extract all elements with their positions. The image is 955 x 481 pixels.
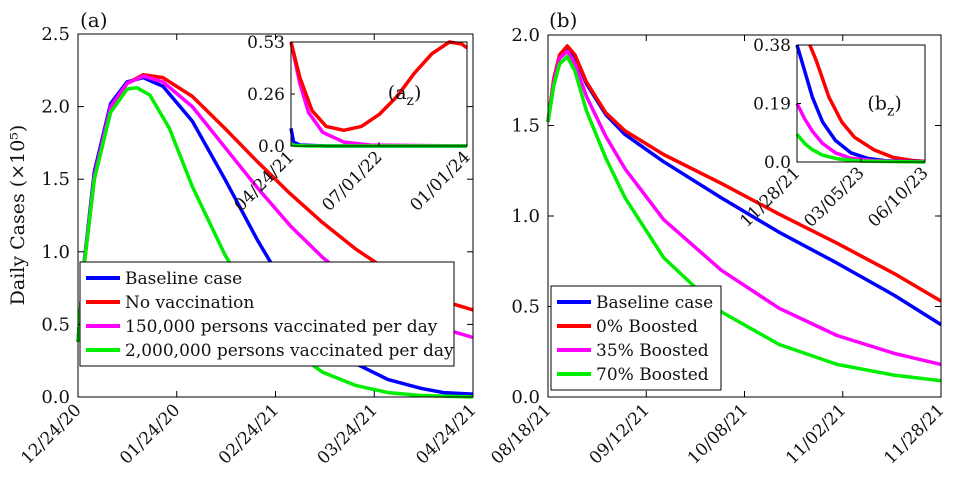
- panel-b-y-tick-label-2: 1.0: [511, 206, 540, 227]
- panel-b-inset-y-tick-label-1: 0.19: [753, 95, 791, 115]
- panel-a-legend-label-3: 2,000,000 persons vaccinated per day: [125, 341, 454, 361]
- panel-b-inset-label-close: ): [894, 92, 901, 114]
- panel-b-series-line-3: [546, 54, 942, 383]
- panel-b-inset-x-tick-label-2: 06/10/23: [864, 163, 932, 231]
- panel-a-inset-label: (az): [388, 82, 422, 109]
- panel-a-inset-y-tick-label-1: 0.26: [247, 85, 285, 105]
- panel-b-legend-label-2: 35% Boosted: [596, 341, 709, 361]
- panel-a-inset-x-tick-label-1: 07/01/22: [318, 147, 386, 215]
- panel-a-inset: 0.0 0.26 0.53 04/24/21 07/01/22 01/01/24 (az): [230, 33, 474, 216]
- panel-a-x-tick-label-0: 12/24/20: [17, 400, 85, 468]
- panel-b-legend-label-0: Baseline case: [596, 293, 713, 313]
- panel-a: (a) Daily Cases (×10⁵) 0.0 0.5 1.0 1.5 2.0 2.…: [7, 8, 481, 469]
- panel-a-x-tick-label-2: 02/24/21: [215, 400, 283, 468]
- panel-a-inset-label-subscript: z: [407, 93, 414, 109]
- panel-b-x-tick-label-4: 11/28/21: [880, 400, 948, 468]
- panel-a-legend-box: [79, 261, 455, 367]
- panel-a-y-tick-label-0: 0.0: [41, 387, 70, 408]
- panel-b-inset-y-tick-label-2: 0.38: [753, 36, 791, 56]
- panel-b-y-tick-label-3: 1.5: [511, 116, 540, 137]
- panel-a-inset-y-tick-label-2: 0.53: [247, 33, 285, 53]
- panel-a-inset-x-tick-label-0: 04/24/21: [230, 147, 298, 215]
- panel-a-y-axis-label: Daily Cases (×10⁵): [7, 125, 29, 306]
- panel-a-label: (a): [80, 8, 108, 32]
- panel-b-series-line-2: [546, 49, 942, 367]
- panel-b-inset-x-tick-label-1: 03/05/23: [800, 163, 868, 231]
- panel-b: (b) 0.0 0.5 1.0 1.5 2.0 08/18/21 09/12/21 10/08…: [487, 8, 948, 469]
- panel-b-inset-label-subscript: z: [887, 103, 894, 119]
- panel-a-inset-y-tick-label-0: 0.0: [258, 137, 285, 157]
- panel-b-inset-label-main: (b: [867, 92, 887, 114]
- panel-b-x-tick-label-2: 10/08/21: [684, 400, 752, 468]
- panel-a-legend: Baseline case No vaccination 150,000 perso…: [79, 261, 455, 367]
- panel-b-legend-label-3: 70% Boosted: [596, 365, 709, 385]
- panel-b-x-tick-label-3: 11/02/21: [782, 400, 850, 468]
- panel-a-x-tick-label-3: 03/24/21: [314, 400, 382, 468]
- panel-b-x-tick-label-1: 09/12/21: [586, 400, 654, 468]
- panel-b-inset-y-tick-label-0: 0.0: [764, 153, 791, 173]
- panel-a-inset-label-main: (a: [388, 82, 407, 104]
- panel-a-y-tick-label-3: 1.5: [41, 169, 70, 190]
- panel-a-legend-label-2: 150,000 persons vaccinated per day: [125, 317, 438, 337]
- panel-b-y-tick-label-1: 0.5: [511, 297, 540, 318]
- panel-a-x-tick-label-4: 04/24/21: [412, 400, 480, 468]
- panel-b-label: (b): [549, 8, 577, 32]
- panel-a-series-line-3: [76, 85, 474, 399]
- panel-a-inset-x-tick-label-2: 01/01/24: [406, 147, 474, 215]
- panel-a-inset-background: [291, 42, 467, 146]
- panel-b-legend: Baseline case 0% Boosted 35% Boosted 70% Bo…: [550, 285, 722, 391]
- panel-b-series-line-1: [546, 44, 942, 303]
- panel-a-y-tick-label-5: 2.5: [41, 24, 70, 45]
- panel-b-inset-series-line-0: [808, 44, 926, 164]
- panel-b-legend-label-1: 0% Boosted: [596, 317, 698, 337]
- panel-a-inset-label-close: ): [414, 82, 421, 104]
- panel-a-y-tick-label-4: 2.0: [41, 97, 70, 118]
- panel-b-y-tick-label-0: 0.0: [511, 387, 540, 408]
- panel-a-x-tick-label-1: 01/24/20: [116, 400, 184, 468]
- panel-b-inset-label: (bz): [867, 92, 901, 119]
- panel-a-legend-label-0: Baseline case: [125, 269, 242, 289]
- panel-b-x-tick-label-0: 08/18/21: [487, 400, 555, 468]
- panel-a-y-tick-label-2: 1.0: [41, 242, 70, 263]
- panel-a-legend-label-1: No vaccination: [125, 293, 254, 313]
- panel-b-y-tick-label-4: 2.0: [511, 25, 540, 46]
- panel-a-y-tick-label-1: 0.5: [41, 314, 70, 335]
